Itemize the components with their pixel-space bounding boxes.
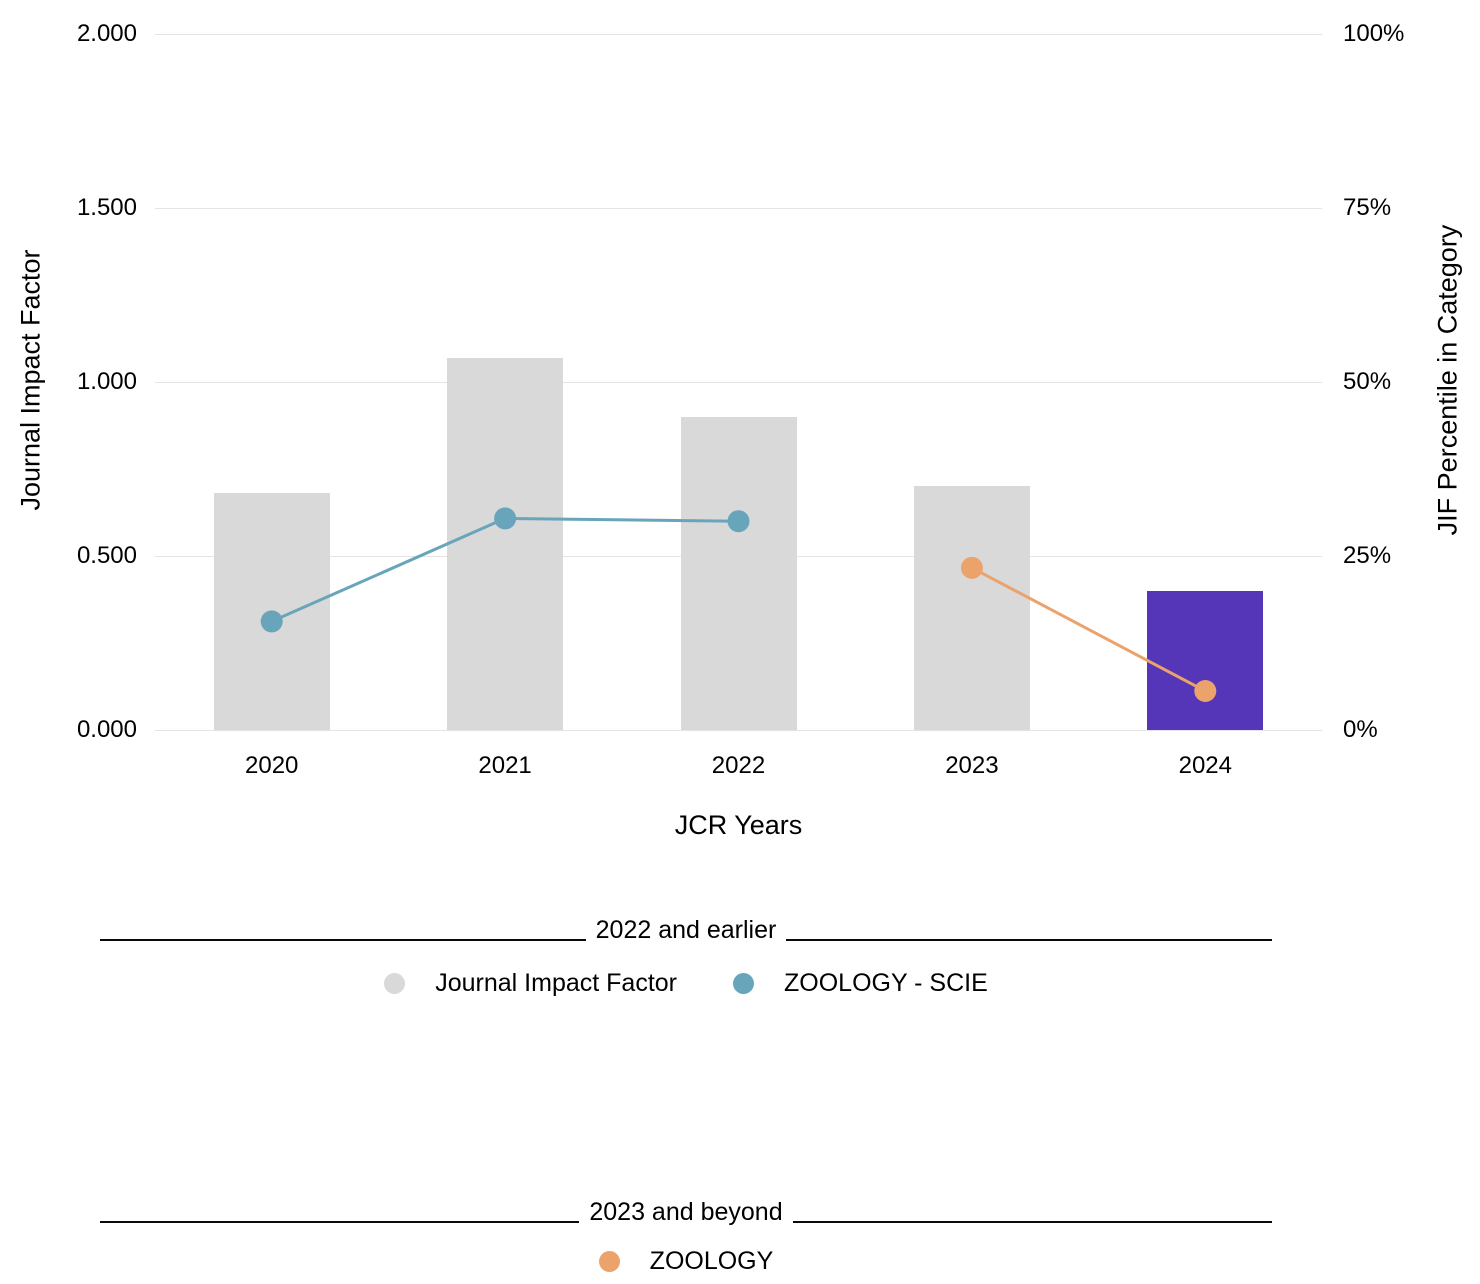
legend-item-label: Journal Impact Factor xyxy=(435,968,677,997)
bar-2024[interactable] xyxy=(1147,590,1264,730)
x-axis-title: JCR Years xyxy=(674,810,803,840)
divider-line xyxy=(786,939,1273,941)
left-axis-tick-label: 2.000 xyxy=(76,20,137,47)
left-axis-tick-label: 1.000 xyxy=(76,368,137,395)
divider-line xyxy=(100,1221,580,1223)
x-axis-tick-label: 2020 xyxy=(245,752,299,779)
divider-line xyxy=(100,939,586,941)
point-2020[interactable] xyxy=(260,610,283,633)
legend-section-divider: 2023 and beyond xyxy=(100,1196,1272,1228)
legend-marker-icon xyxy=(733,972,754,994)
legend-section-divider: 2022 and earlier xyxy=(100,914,1273,946)
x-axis-tick-label: 2024 xyxy=(1178,752,1232,779)
legend-item-label: ZOOLOGY - SCIE xyxy=(784,968,988,997)
x-axis-tick-label: 2023 xyxy=(945,752,999,779)
left-axis-tick-label: 0.500 xyxy=(76,542,137,569)
right-axis-tick-label: 25% xyxy=(1343,542,1392,569)
legend-item-journal-impact-factor[interactable]: Journal Impact Factor xyxy=(384,969,677,998)
right-axis-tick-label: 100% xyxy=(1343,20,1405,47)
legend-items-row: Journal Impact Factor ZOOLOGY - SCIE xyxy=(100,966,1272,1000)
bar-2023[interactable] xyxy=(913,486,1030,730)
legend-section-label: 2023 and beyond xyxy=(589,1198,783,1226)
gridline xyxy=(155,208,1322,209)
legend-marker-icon xyxy=(598,1250,620,1272)
gridline xyxy=(155,730,1322,731)
legend-items-row: ZOOLOGY xyxy=(100,1244,1272,1278)
bar-2021[interactable] xyxy=(447,357,564,730)
bar-2022[interactable] xyxy=(680,416,797,730)
gridline xyxy=(155,382,1322,383)
point-2023[interactable] xyxy=(960,556,983,579)
divider-line xyxy=(792,1221,1272,1223)
line-zoology-scie xyxy=(271,516,739,623)
gridline xyxy=(155,34,1322,35)
point-2024[interactable] xyxy=(1194,680,1217,703)
point-2022[interactable] xyxy=(727,510,750,533)
line-zoology xyxy=(971,566,1207,693)
right-axis-tick-label: 50% xyxy=(1343,368,1392,395)
right-axis-tick-label: 75% xyxy=(1343,194,1392,221)
x-axis-tick-label: 2021 xyxy=(478,752,532,779)
legend-item-zoology[interactable]: ZOOLOGY xyxy=(598,1246,774,1276)
legend-marker-icon xyxy=(384,972,406,994)
point-2021[interactable] xyxy=(494,507,517,530)
left-axis-tick-label: 0.000 xyxy=(76,716,137,743)
x-axis-tick-label: 2022 xyxy=(711,752,766,779)
legend-item-zoology-scie[interactable]: ZOOLOGY - SCIE xyxy=(733,969,988,998)
right-axis-tick-label: 0% xyxy=(1343,716,1378,743)
legend-item-label: ZOOLOGY xyxy=(649,1246,774,1275)
left-axis-tick-label: 1.500 xyxy=(76,194,137,221)
legend-section-label: 2022 and earlier xyxy=(595,916,777,944)
